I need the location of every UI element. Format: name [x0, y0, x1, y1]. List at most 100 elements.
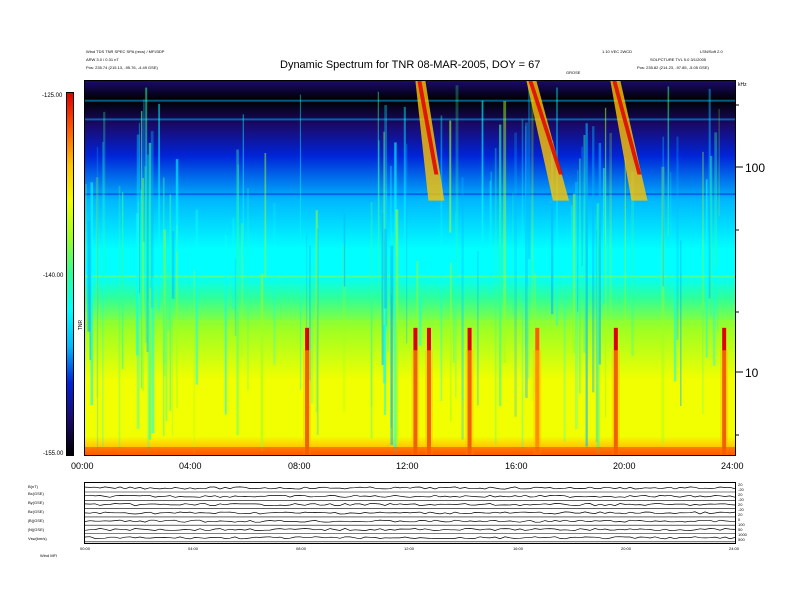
spectrum-band-line [85, 99, 735, 102]
spectrum-streak [169, 194, 172, 411]
spectrogram-canvas [85, 81, 735, 455]
spectrum-streak [138, 122, 141, 294]
spectrum-streak [661, 166, 665, 445]
spectrum-streak [670, 171, 672, 302]
burst-glow [720, 350, 729, 455]
spectrum-streak [667, 86, 670, 237]
spectrum-streak [224, 234, 227, 415]
spectrum-streak [461, 274, 464, 401]
panel-time-3: 12:00 [404, 546, 415, 551]
spectrum-streak [149, 288, 152, 386]
spectrum-streak [384, 105, 388, 332]
spectrum-streak [461, 177, 464, 440]
spectrum-streak [531, 90, 534, 401]
drifting-burst-core [417, 81, 439, 175]
panel-right-tick-0: 20 [738, 482, 743, 487]
spectrum-streak [264, 153, 267, 278]
spectrum-streak [151, 276, 155, 433]
spectrum-streak [449, 262, 452, 422]
drifting-burst-core [612, 81, 642, 175]
spectrum-streak [85, 183, 88, 266]
panel-right-tick-2: 20 [738, 492, 743, 497]
panel-time-6: 24:00 [729, 546, 740, 551]
panel-label-4: |B|(GSE) [28, 518, 44, 523]
spectrum-streak [316, 228, 319, 436]
chart-title: Dynamic Spectrum for TNR 08-MAR-2005, DO… [280, 59, 541, 71]
spectrum-streak [604, 107, 607, 418]
mfi-trace [84, 511, 736, 515]
spectrum-streak [158, 103, 160, 311]
spectrum-streak [526, 286, 530, 379]
spectrum-streak [384, 280, 387, 416]
spectrum-streak [195, 209, 199, 385]
spectrum-streak [234, 258, 237, 337]
spectrum-streak [309, 245, 311, 381]
spectrum-streak [528, 84, 531, 260]
spectrum-streak [118, 185, 121, 454]
burst-glow [303, 350, 312, 455]
mfi-trace [84, 536, 736, 540]
spectrum-band-line [85, 118, 735, 121]
spectrum-streak [165, 266, 168, 422]
mfi-trace [84, 519, 736, 523]
spectrum-streak [631, 171, 635, 357]
spectrum-streak [171, 248, 173, 437]
spectrum-streak [90, 182, 94, 406]
spectrum-streak [494, 148, 497, 445]
spectrum-streak [512, 192, 514, 315]
panel-right-tick-9: 50 [738, 527, 743, 532]
spectrum-streak [499, 124, 502, 407]
mfi-traces [84, 486, 736, 543]
spectrum-band-line [85, 193, 735, 196]
panel-label-2: By(GSE) [28, 500, 44, 505]
header-info-left-2: ARW 3.0 / 0.31 nT [86, 57, 119, 62]
spectrum-streak [563, 295, 566, 442]
spectrum-streak [585, 123, 588, 447]
panel-right-tick-11: 500 [738, 537, 745, 542]
spectrum-streak [476, 251, 479, 406]
spectrum-streak [232, 218, 235, 309]
panel-label-5: |N|(GSE) [28, 527, 45, 532]
spectrum-streak [247, 187, 249, 391]
spectrum-streak [175, 159, 179, 252]
panel-label-0: B(nT) [28, 484, 38, 489]
spectrum-streak [371, 299, 373, 407]
spectrum-streak [583, 135, 586, 353]
spectrum-streak [146, 154, 149, 353]
panel-time-0: 00:00 [80, 546, 91, 551]
right-axis-tick-10: 10 [745, 366, 759, 380]
spectrum-streak [708, 88, 711, 299]
panel-label-6: Vsw(km/s) [28, 536, 47, 541]
spectrum-streak [310, 263, 314, 404]
spectrum-streak [138, 201, 140, 425]
spectrum-streak [381, 212, 385, 366]
spectrum-streak [551, 141, 554, 315]
spectrum-streak [579, 158, 581, 394]
spectrum-streak [406, 143, 408, 344]
spectrum-streak [662, 136, 665, 287]
spectrum-streak [273, 203, 276, 365]
spectrum-streak [96, 147, 99, 455]
spectrum-streak [570, 205, 574, 285]
spectrum-streak [121, 192, 124, 370]
spectrum-streak [305, 235, 308, 329]
time-tick-1: 04:00 [179, 461, 202, 471]
spectrum-streak [575, 181, 578, 429]
spectrum-streak [673, 275, 677, 382]
spectrum-streak [455, 212, 457, 398]
header-info-left-3: Pos: 235.74 (215.13, -95.76, -4.49 GSE) [86, 65, 158, 70]
spectrum-streak [712, 289, 716, 366]
spectrum-streak [524, 122, 528, 398]
spectrum-streak [702, 279, 704, 414]
spectrum-streak [377, 91, 379, 306]
spectrum-streak [163, 229, 166, 376]
mfi-trace [84, 494, 736, 498]
spectrum-streak [343, 213, 346, 287]
spectrum-streak [395, 209, 399, 444]
burst-glow [465, 350, 474, 455]
spectrum-streak [680, 240, 682, 407]
spectrum-streak [236, 149, 239, 436]
header-info-right-b: LSN/Soft 2.0 [700, 49, 723, 54]
panel-right-tick-3: -20 [738, 497, 744, 502]
time-tick-2: 08:00 [288, 461, 311, 471]
